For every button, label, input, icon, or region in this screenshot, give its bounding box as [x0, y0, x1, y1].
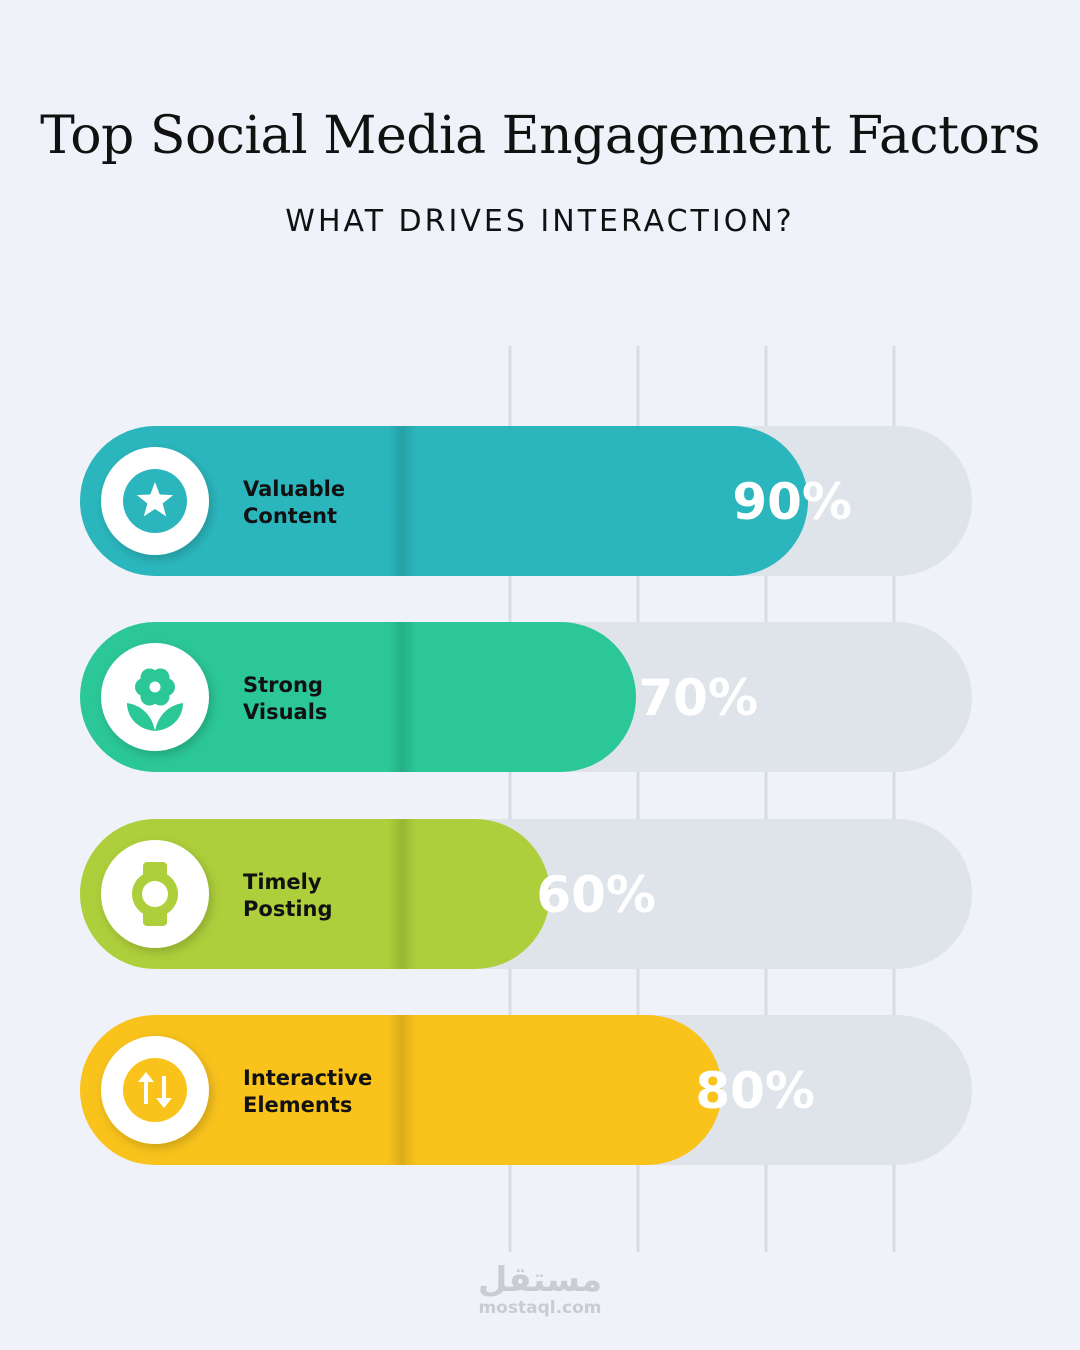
- value-label: 80%: [695, 1062, 815, 1120]
- value-label: 60%: [536, 866, 656, 924]
- bar-row: Interactive Elements 80%: [80, 1015, 972, 1165]
- value-label: 70%: [638, 669, 758, 727]
- chart-title: Top Social Media Engagement Factors: [40, 106, 1040, 166]
- bar-divider-shade: [388, 622, 416, 772]
- bar: [80, 426, 808, 576]
- category-label: Strong Visuals: [243, 673, 327, 724]
- bar: [80, 819, 550, 969]
- watermark-arabic: مستقل: [477, 1260, 603, 1300]
- watermark-latin: mostaql.com: [478, 1298, 602, 1318]
- bar-row: Timely Posting 60%: [80, 819, 972, 969]
- up-down-arrows-icon: [123, 1058, 187, 1122]
- category-label: Timely Posting: [243, 870, 333, 921]
- value-label: 90%: [732, 473, 852, 531]
- star-icon: [123, 469, 187, 533]
- bar-row: Valuable Content 90%: [80, 426, 972, 576]
- bar-divider-shade: [388, 819, 416, 969]
- chart-subtitle: WHAT DRIVES INTERACTION?: [285, 204, 795, 239]
- watch-icon: [132, 862, 178, 926]
- bar-row: Strong Visuals 70%: [80, 622, 972, 772]
- watermark: مستقل mostaql.com: [440, 1262, 640, 1318]
- flower-icon: [127, 668, 183, 731]
- bar-divider-shade: [388, 1015, 416, 1165]
- bar: [80, 622, 636, 772]
- bar-divider-shade: [388, 426, 416, 576]
- category-label: Interactive Elements: [243, 1066, 372, 1117]
- category-label: Valuable Content: [243, 477, 345, 528]
